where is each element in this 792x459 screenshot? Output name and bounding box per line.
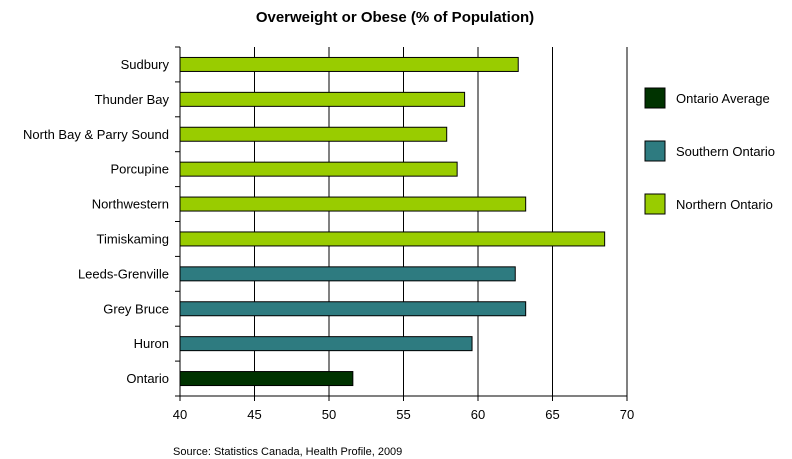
bar-porcupine xyxy=(179,161,458,177)
bar-ontario xyxy=(179,371,354,387)
bar-northwestern xyxy=(179,196,527,212)
category-label-northwestern: Northwestern xyxy=(92,197,169,212)
bar-thunder-bay xyxy=(179,91,466,107)
legend-swatch-northern-ontario xyxy=(644,193,666,215)
bar-sudbury xyxy=(179,56,519,72)
legend-label-ontario-average: Ontario Average xyxy=(676,91,770,106)
bar-grey-bruce xyxy=(179,301,527,317)
category-label-grey-bruce: Grey Bruce xyxy=(103,301,169,316)
x-tick-label-70: 70 xyxy=(620,407,634,422)
bar-timiskaming xyxy=(179,231,606,247)
category-label-huron: Huron xyxy=(134,336,169,351)
legend-swatch-southern-ontario xyxy=(644,140,666,162)
category-label-thunder-bay: Thunder Bay xyxy=(95,92,170,107)
bar-north-bay-parry-sound xyxy=(179,126,448,142)
x-tick-label-40: 40 xyxy=(173,407,187,422)
legend: Ontario Average Southern Ontario Northern … xyxy=(644,87,775,215)
category-label-sudbury: Sudbury xyxy=(121,57,170,72)
category-label-ontario: Ontario xyxy=(126,371,169,386)
category-label-porcupine: Porcupine xyxy=(110,162,169,177)
source-note: Source: Statistics Canada, Health Profil… xyxy=(173,446,402,458)
axes xyxy=(175,46,628,401)
legend-label-northern-ontario: Northern Ontario xyxy=(676,197,773,212)
x-tick-label-45: 45 xyxy=(247,407,261,422)
category-label-north-bay-parry-sound: North Bay & Parry Sound xyxy=(23,127,169,142)
bar-huron xyxy=(179,336,473,352)
bar-leeds-grenville xyxy=(179,266,516,282)
x-tick-label-55: 55 xyxy=(396,407,410,422)
x-tick-labels: 40 45 50 55 60 65 70 xyxy=(173,407,634,422)
legend-label-southern-ontario: Southern Ontario xyxy=(676,144,775,159)
chart-title: Overweight or Obese (% of Population) xyxy=(256,9,534,26)
legend-swatch-ontario-average xyxy=(644,87,666,109)
bars xyxy=(179,56,606,387)
category-labels: Sudbury Thunder Bay North Bay & Parry Soun… xyxy=(23,57,169,386)
x-tick-label-50: 50 xyxy=(322,407,336,422)
category-label-timiskaming: Timiskaming xyxy=(97,231,169,246)
x-tick-label-65: 65 xyxy=(545,407,559,422)
category-label-leeds-grenville: Leeds-Grenville xyxy=(78,266,169,281)
x-tick-label-60: 60 xyxy=(471,407,485,422)
